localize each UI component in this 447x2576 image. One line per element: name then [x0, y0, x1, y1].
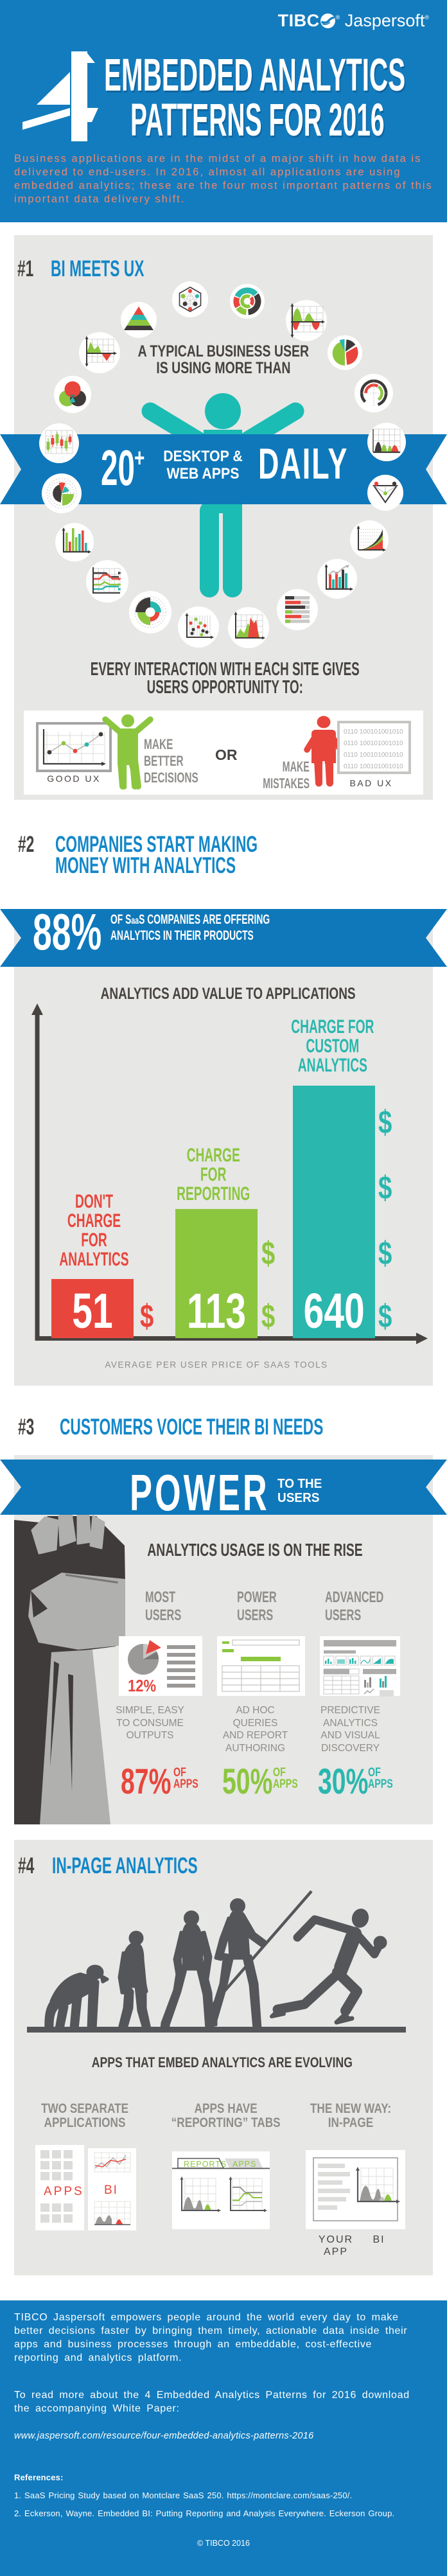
- svg-text:0110 100101001010: 0110 100101001010: [344, 740, 403, 747]
- svg-text:0110 100101001010: 0110 100101001010: [344, 728, 403, 736]
- svg-text:0110 100101001010: 0110 100101001010: [344, 752, 403, 759]
- svg-text:0110 100101001010: 0110 100101001010: [344, 763, 403, 770]
- svg-text:BI: BI: [104, 2183, 118, 2197]
- svg-text:APPS: APPS: [44, 2185, 84, 2198]
- svg-text:12%: 12%: [128, 1677, 156, 1695]
- svg-text:APPS: APPS: [232, 2160, 256, 2169]
- svg-text:REPORTS: REPORTS: [184, 2160, 227, 2169]
